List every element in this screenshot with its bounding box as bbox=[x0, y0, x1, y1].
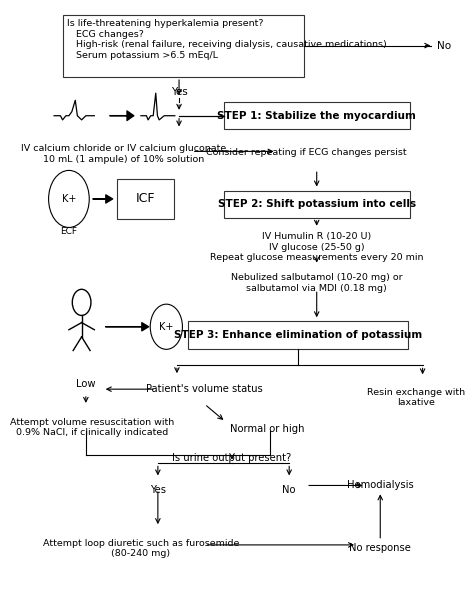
Text: No: No bbox=[283, 485, 296, 496]
Text: Attempt loop diuretic such as furosemide
(80-240 mg): Attempt loop diuretic such as furosemide… bbox=[43, 539, 239, 559]
Text: Yes: Yes bbox=[150, 485, 166, 496]
FancyArrowPatch shape bbox=[106, 323, 149, 331]
Text: K+: K+ bbox=[159, 322, 173, 332]
Text: IV Humulin R (10-20 U)
IV glucose (25-50 g)
Repeat glucose measurements every 20: IV Humulin R (10-20 U) IV glucose (25-50… bbox=[210, 232, 423, 262]
Text: No response: No response bbox=[349, 544, 411, 553]
Text: Is life-threatening hyperkalemia present?
   ECG changes?
   High-risk (renal fa: Is life-threatening hyperkalemia present… bbox=[67, 19, 387, 59]
Text: Resin exchange with
laxative: Resin exchange with laxative bbox=[367, 388, 465, 407]
Text: No: No bbox=[438, 41, 452, 50]
FancyBboxPatch shape bbox=[224, 191, 410, 218]
Text: Is urine output present?: Is urine output present? bbox=[173, 454, 292, 463]
Text: Low: Low bbox=[76, 379, 96, 389]
Text: Consider repeating if ECG changes persist: Consider repeating if ECG changes persis… bbox=[206, 148, 406, 157]
Text: Nebulized salbutamol (10-20 mg) or
salbutamol via MDI (0.18 mg): Nebulized salbutamol (10-20 mg) or salbu… bbox=[231, 273, 402, 293]
Text: Normal or high: Normal or high bbox=[230, 424, 304, 434]
Text: STEP 2: Shift potassium into cells: STEP 2: Shift potassium into cells bbox=[218, 199, 416, 209]
Text: STEP 1: Stabilize the myocardium: STEP 1: Stabilize the myocardium bbox=[217, 111, 416, 121]
Text: Patient's volume status: Patient's volume status bbox=[146, 385, 263, 394]
FancyBboxPatch shape bbox=[117, 179, 174, 219]
Text: Yes: Yes bbox=[171, 87, 187, 97]
Text: Attempt volume resuscitation with
0.9% NaCl, if clinically indicated: Attempt volume resuscitation with 0.9% N… bbox=[10, 418, 174, 437]
FancyArrowPatch shape bbox=[93, 195, 113, 203]
Text: ICF: ICF bbox=[136, 193, 155, 205]
Text: STEP 3: Enhance elimination of potassium: STEP 3: Enhance elimination of potassium bbox=[173, 330, 422, 340]
FancyBboxPatch shape bbox=[188, 322, 408, 349]
Text: Hemodialysis: Hemodialysis bbox=[347, 481, 414, 490]
Text: IV calcium chloride or IV calcium gluconate
10 mL (1 ampule) of 10% solution: IV calcium chloride or IV calcium glucon… bbox=[21, 144, 227, 164]
FancyBboxPatch shape bbox=[224, 102, 410, 130]
Text: K+: K+ bbox=[62, 194, 76, 204]
FancyArrowPatch shape bbox=[110, 111, 134, 121]
FancyBboxPatch shape bbox=[63, 14, 304, 77]
Text: ECF: ECF bbox=[60, 227, 77, 236]
